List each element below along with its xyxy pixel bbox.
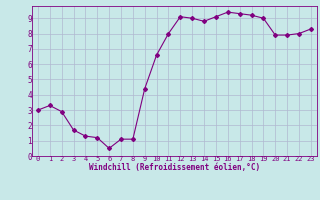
X-axis label: Windchill (Refroidissement éolien,°C): Windchill (Refroidissement éolien,°C): [89, 163, 260, 172]
